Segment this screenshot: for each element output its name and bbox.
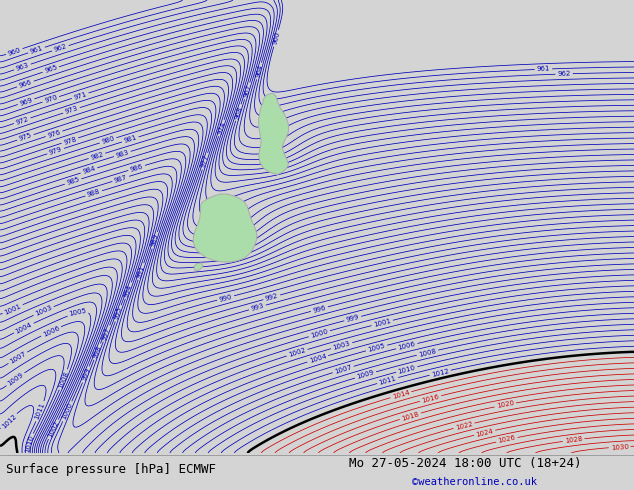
Text: 970: 970 bbox=[44, 95, 58, 104]
Text: 960: 960 bbox=[271, 31, 281, 46]
Text: 979: 979 bbox=[48, 146, 63, 156]
Text: 962: 962 bbox=[53, 43, 68, 53]
Text: 963: 963 bbox=[15, 62, 30, 72]
Text: 961: 961 bbox=[29, 45, 44, 55]
Text: Mo 27-05-2024 18:00 UTC (18+24): Mo 27-05-2024 18:00 UTC (18+24) bbox=[349, 457, 581, 470]
Text: 977: 977 bbox=[200, 154, 210, 169]
Text: 1005: 1005 bbox=[367, 343, 386, 353]
Polygon shape bbox=[194, 263, 203, 271]
Polygon shape bbox=[259, 93, 288, 174]
Text: 995: 995 bbox=[113, 306, 124, 320]
Text: 1005: 1005 bbox=[68, 308, 87, 317]
Text: 969: 969 bbox=[19, 97, 34, 107]
Text: 966: 966 bbox=[18, 79, 33, 89]
Text: 1024: 1024 bbox=[476, 428, 494, 438]
Text: 976: 976 bbox=[47, 129, 61, 139]
Text: 997: 997 bbox=[101, 326, 112, 341]
Text: 1026: 1026 bbox=[498, 435, 516, 444]
Polygon shape bbox=[193, 194, 257, 262]
Text: 1000: 1000 bbox=[61, 402, 74, 421]
Text: 993: 993 bbox=[250, 303, 265, 312]
Text: 1001: 1001 bbox=[3, 303, 22, 316]
Text: 960: 960 bbox=[7, 47, 22, 56]
Text: 986: 986 bbox=[129, 163, 144, 172]
Text: 992: 992 bbox=[264, 293, 279, 302]
Text: 1003: 1003 bbox=[332, 341, 351, 351]
Text: 964: 964 bbox=[254, 64, 264, 78]
Text: 999: 999 bbox=[346, 314, 360, 323]
Text: 1009: 1009 bbox=[6, 371, 25, 387]
Text: 1004: 1004 bbox=[308, 353, 327, 364]
Text: 983: 983 bbox=[115, 149, 130, 159]
Text: ©weatheronline.co.uk: ©weatheronline.co.uk bbox=[412, 477, 537, 487]
Text: 968: 968 bbox=[233, 105, 243, 120]
Text: 994: 994 bbox=[123, 283, 133, 298]
Text: 1011: 1011 bbox=[378, 375, 397, 386]
Text: 984: 984 bbox=[82, 166, 96, 175]
Text: 991: 991 bbox=[136, 264, 146, 279]
Text: 962: 962 bbox=[557, 71, 571, 77]
Text: 1006: 1006 bbox=[42, 325, 60, 338]
Text: 973: 973 bbox=[64, 105, 79, 115]
Text: 972: 972 bbox=[15, 116, 30, 125]
Text: 980: 980 bbox=[101, 135, 115, 145]
Text: 1018: 1018 bbox=[401, 411, 420, 421]
Text: 989: 989 bbox=[150, 233, 160, 248]
Text: 1028: 1028 bbox=[564, 436, 583, 444]
Text: 965: 965 bbox=[44, 65, 58, 74]
Text: 1009: 1009 bbox=[356, 369, 375, 380]
Text: 981: 981 bbox=[123, 135, 138, 144]
Text: 971: 971 bbox=[73, 91, 87, 100]
Text: 1001: 1001 bbox=[373, 318, 392, 328]
Text: 1002: 1002 bbox=[288, 347, 307, 358]
Text: 1010: 1010 bbox=[398, 364, 417, 374]
Text: 1014: 1014 bbox=[391, 390, 410, 400]
Text: 985: 985 bbox=[66, 176, 81, 186]
Text: 967: 967 bbox=[242, 84, 252, 98]
Text: 982: 982 bbox=[89, 151, 104, 161]
Text: 999: 999 bbox=[81, 367, 91, 382]
Text: 978: 978 bbox=[63, 136, 77, 146]
Text: 961: 961 bbox=[536, 66, 550, 73]
Text: 1007: 1007 bbox=[9, 350, 27, 365]
Text: 1008: 1008 bbox=[418, 347, 437, 358]
Text: 1006: 1006 bbox=[398, 341, 417, 351]
Text: 998: 998 bbox=[92, 344, 103, 359]
Text: 975: 975 bbox=[18, 132, 33, 142]
Text: 1030: 1030 bbox=[611, 443, 629, 450]
Text: 1000: 1000 bbox=[310, 328, 329, 339]
Text: 1016: 1016 bbox=[421, 393, 440, 404]
Text: 1004: 1004 bbox=[15, 321, 33, 335]
Text: 1003: 1003 bbox=[34, 305, 53, 317]
Text: 1008: 1008 bbox=[58, 370, 70, 389]
Text: 990: 990 bbox=[218, 294, 233, 302]
Text: 1010: 1010 bbox=[24, 434, 34, 453]
Text: 1011: 1011 bbox=[34, 402, 46, 421]
Text: 1012: 1012 bbox=[430, 368, 450, 378]
Text: 1020: 1020 bbox=[496, 400, 515, 410]
Text: 1007: 1007 bbox=[333, 364, 353, 375]
Text: 987: 987 bbox=[113, 174, 128, 184]
Text: 974: 974 bbox=[216, 121, 226, 135]
Text: Surface pressure [hPa] ECMWF: Surface pressure [hPa] ECMWF bbox=[6, 463, 216, 476]
Text: 996: 996 bbox=[312, 304, 327, 314]
Text: 988: 988 bbox=[86, 189, 101, 198]
Text: 1012: 1012 bbox=[1, 413, 18, 429]
Text: 1022: 1022 bbox=[455, 420, 474, 431]
Text: 1002: 1002 bbox=[47, 420, 60, 439]
